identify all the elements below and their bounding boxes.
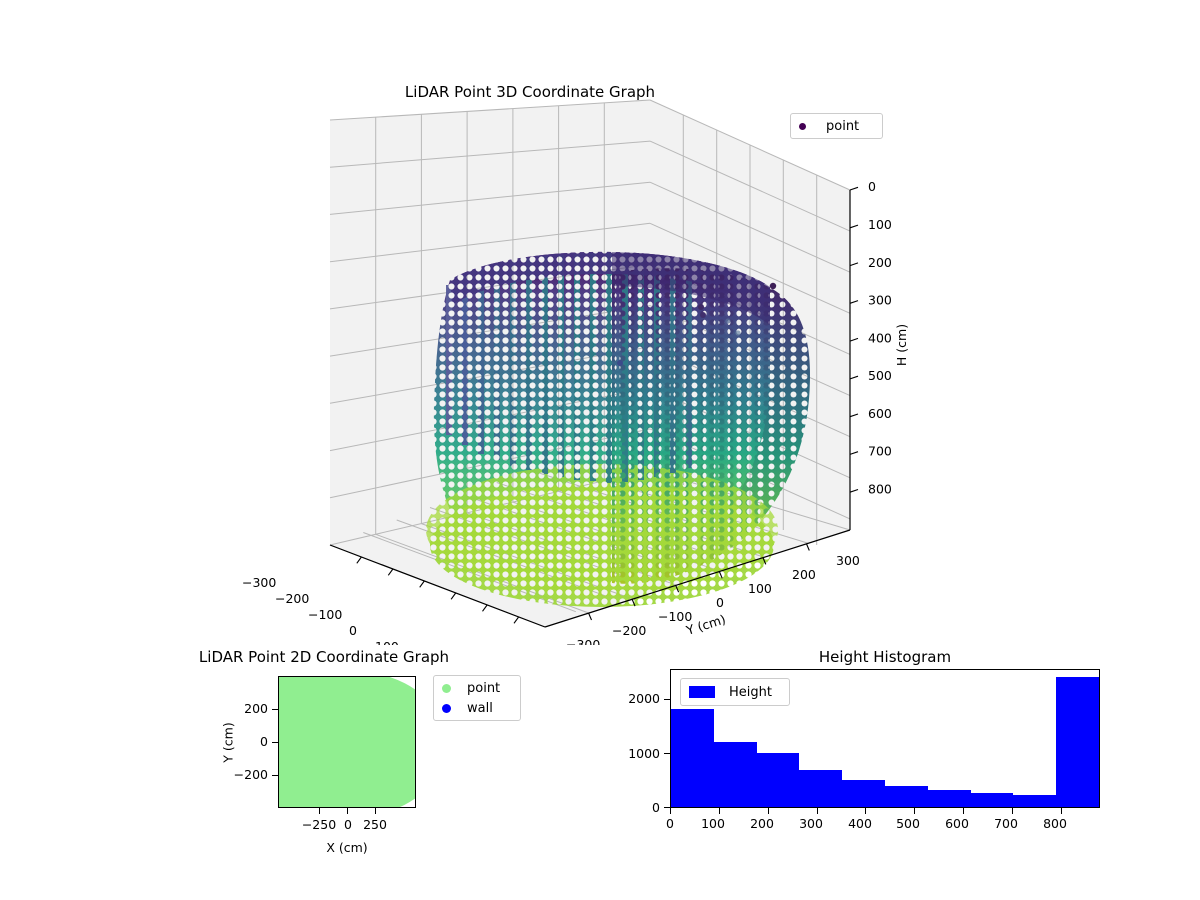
legend-label: wall <box>467 700 493 716</box>
hist-x-tickmark <box>767 808 769 814</box>
plot3d-panel: LiDAR Point 3D Coordinate Graph <box>150 75 910 645</box>
hist-x-tickmark <box>865 808 867 814</box>
z-tick-8: 800 <box>868 481 892 496</box>
hist-xtick-0: 0 <box>666 816 674 831</box>
plot2d-xtick-neg250: −250 <box>301 817 337 832</box>
z-tick-7: 700 <box>868 444 892 459</box>
plot2d-xtick-250: 250 <box>363 817 387 832</box>
legend-item-point[interactable]: point <box>434 678 520 698</box>
y-tickmark <box>272 708 278 710</box>
hist-xtick-400: 400 <box>848 816 872 831</box>
legend-label: Height <box>729 684 772 700</box>
histogram-legend[interactable]: Height <box>680 678 790 706</box>
plot2d-xlabel: X (cm) <box>326 840 368 855</box>
histogram-bar <box>927 789 971 807</box>
z-axis-label: H (cm) <box>894 324 909 366</box>
point-marker-icon <box>442 683 451 693</box>
plot2d-ytick-0: 0 <box>260 734 268 749</box>
histogram-axes[interactable] <box>670 669 1100 808</box>
histogram-bar <box>1056 676 1099 807</box>
hist-x-tickmark <box>816 808 818 814</box>
y-tick-0: −300 <box>566 637 600 645</box>
hist-y-tickmark <box>664 807 670 808</box>
plot2d-title: LiDAR Point 2D Coordinate Graph <box>198 648 450 666</box>
plot2d-panel: LiDAR Point 2D Coordinate Graph 200 0 −2… <box>150 648 570 878</box>
legend-label: point <box>826 118 860 134</box>
wall-marker-icon <box>442 703 451 713</box>
histogram-bar <box>671 708 714 807</box>
legend-item-height[interactable]: Height <box>681 682 789 702</box>
legend-item-point[interactable]: point <box>791 116 882 136</box>
x-tick-0: −300 <box>242 575 276 590</box>
hist-xtick-600: 600 <box>945 816 969 831</box>
hist-x-tickmark <box>963 808 965 814</box>
plot2d-ytick-200: 200 <box>244 701 268 716</box>
histogram-bar <box>1013 794 1057 807</box>
y-tick-2: −100 <box>658 609 692 624</box>
y-tick-6: 300 <box>836 553 860 568</box>
z-tick-2: 200 <box>868 255 892 270</box>
hist-y-tickmark <box>664 752 670 754</box>
x-tick-4: 100 <box>375 639 399 645</box>
plot3d-legend[interactable]: point <box>790 113 883 139</box>
hist-x-tickmark <box>670 808 671 814</box>
histogram-bar <box>970 792 1014 807</box>
x-tick-2: −100 <box>308 607 342 622</box>
histogram-bar <box>842 780 885 807</box>
plot3d-title: LiDAR Point 3D Coordinate Graph <box>404 83 656 101</box>
point-cloud <box>426 251 810 607</box>
hist-xtick-200: 200 <box>750 816 774 831</box>
hist-xtick-300: 300 <box>799 816 823 831</box>
x-tick-3: 0 <box>349 623 357 638</box>
y-tick-3: 0 <box>716 595 724 610</box>
hist-ytick-2000: 2000 <box>628 691 660 706</box>
z-tick-3: 300 <box>868 293 892 308</box>
hist-x-tickmark <box>1060 808 1062 814</box>
x-tickmark <box>347 808 348 814</box>
histogram-panel: Height Histogram 0 1000 2000 0 100 200 3… <box>620 648 1120 878</box>
point-marker-icon <box>799 122 806 130</box>
hist-xtick-500: 500 <box>896 816 920 831</box>
z-tick-1: 100 <box>868 217 892 232</box>
hist-xtick-100: 100 <box>701 816 725 831</box>
x-tickmark <box>375 808 376 814</box>
point-region <box>279 677 415 807</box>
hist-xtick-800: 800 <box>1043 816 1067 831</box>
plot2d-ytick-neg200: −200 <box>233 767 268 782</box>
hist-xtick-700: 700 <box>994 816 1018 831</box>
y-tickmark <box>272 774 278 776</box>
hist-x-tickmark <box>718 808 720 814</box>
y-tick-4: 100 <box>748 581 772 596</box>
histogram-title: Height Histogram <box>818 648 952 666</box>
hist-x-tickmark <box>1011 808 1013 814</box>
hist-x-tickmark <box>914 808 916 814</box>
z-tick-5: 500 <box>868 368 892 383</box>
y-tick-1: −200 <box>612 623 646 638</box>
histogram-bar <box>756 753 800 807</box>
legend-item-wall[interactable]: wall <box>434 698 520 718</box>
x-tick-1: −200 <box>275 591 309 606</box>
histogram-bar <box>885 786 928 807</box>
hist-ytick-0: 0 <box>652 800 660 815</box>
height-bar-icon <box>689 686 715 698</box>
y-tick-5: 200 <box>792 567 816 582</box>
histogram-bar <box>713 742 757 807</box>
plot3d-axes: −300 −200 −100 0 100 200 300 X (cm) −300… <box>242 99 909 645</box>
hist-ytick-1000: 1000 <box>628 746 660 761</box>
histogram-bar <box>799 769 843 807</box>
z-tick-0: 0 <box>868 179 876 194</box>
legend-label: point <box>467 680 501 696</box>
plot2d-ylabel: Y (cm) <box>220 722 236 763</box>
z-tick-6: 600 <box>868 406 892 421</box>
hist-y-tickmark <box>664 698 670 700</box>
y-tickmark <box>272 741 278 743</box>
plot2d-xtick-0: 0 <box>344 817 352 832</box>
x-tickmark <box>319 808 320 814</box>
z-tick-4: 400 <box>868 330 892 345</box>
plot2d-axes[interactable] <box>278 676 416 808</box>
plot2d-legend[interactable]: point wall <box>433 675 521 721</box>
